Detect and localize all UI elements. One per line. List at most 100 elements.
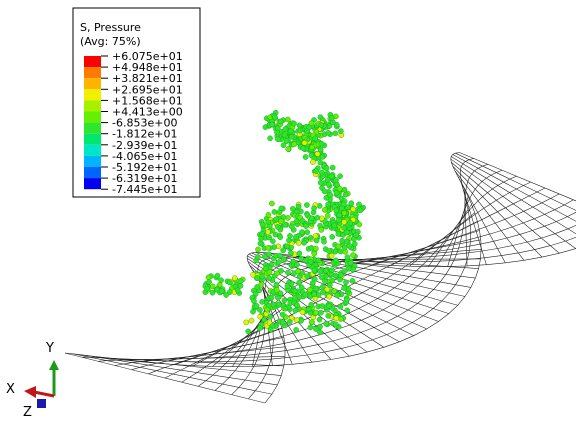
legend-swatch xyxy=(84,122,101,134)
pressure-point xyxy=(274,224,281,230)
mesh-line xyxy=(297,255,476,279)
pressure-point xyxy=(278,205,285,212)
legend-label: +4.413e+00 xyxy=(112,106,183,119)
pressure-point xyxy=(294,302,300,308)
mesh-line xyxy=(459,152,576,202)
pressure-point xyxy=(344,204,351,211)
pressure-point xyxy=(266,251,272,258)
pressure-point xyxy=(326,282,333,288)
pressure-point xyxy=(250,271,256,278)
pressure-point xyxy=(311,250,318,257)
pressure-point xyxy=(296,122,303,129)
pressure-point xyxy=(344,254,351,261)
pressure-point xyxy=(325,201,331,208)
pressure-point xyxy=(314,151,321,157)
pressure-point xyxy=(256,325,263,332)
pressure-point xyxy=(273,287,280,293)
pressure-point xyxy=(280,142,287,148)
pressure-point xyxy=(347,220,354,226)
pressure-point xyxy=(312,245,319,252)
mesh-line xyxy=(409,212,475,267)
legend-swatch xyxy=(84,133,101,145)
mesh-line xyxy=(251,252,427,330)
pressure-point xyxy=(304,202,310,208)
pressure-point xyxy=(311,267,318,274)
legend-label: +3.821e+01 xyxy=(112,72,183,85)
pressure-point xyxy=(270,238,276,244)
mesh-line xyxy=(73,353,272,395)
mesh-line xyxy=(450,158,576,249)
pressure-point xyxy=(253,303,260,309)
pressure-point xyxy=(273,281,280,288)
mesh-line xyxy=(84,354,278,386)
pressure-point xyxy=(344,296,350,303)
pressure-point xyxy=(275,294,281,301)
pressure-point xyxy=(313,168,320,174)
mesh-line xyxy=(457,176,506,263)
pressure-point xyxy=(261,317,268,323)
pressure-point xyxy=(214,286,220,293)
pressure-point xyxy=(329,164,336,171)
pressure-point xyxy=(317,268,324,275)
pressure-point xyxy=(310,159,316,165)
pressure-point xyxy=(226,289,233,295)
pressure-point xyxy=(258,236,264,242)
pressure-point xyxy=(332,272,339,279)
pressure-point xyxy=(204,285,210,292)
pressure-point xyxy=(313,237,320,244)
pressure-point xyxy=(356,201,362,208)
pressure-point xyxy=(257,307,263,313)
legend-swatch xyxy=(84,89,101,101)
pressure-point xyxy=(351,241,358,247)
pressure-point xyxy=(296,279,303,286)
pressure-point xyxy=(272,231,279,238)
pressure-point xyxy=(301,239,307,246)
pressure-point xyxy=(296,250,303,257)
pressure-point xyxy=(223,292,229,298)
x-arrowhead xyxy=(24,386,36,398)
mesh-line xyxy=(454,170,525,261)
pressure-point xyxy=(333,177,339,183)
legend-label: -5.192e+01 xyxy=(112,161,177,174)
legend-label: -7.445e+01 xyxy=(112,183,177,196)
pressure-point xyxy=(277,290,284,297)
pressure-point xyxy=(326,293,333,300)
pressure-point xyxy=(312,233,319,239)
pressure-point xyxy=(288,223,295,230)
pressure-point xyxy=(331,288,338,294)
legend-label: -4.065e+01 xyxy=(112,150,177,163)
legend-label: +4.948e+01 xyxy=(112,61,183,74)
pressure-point xyxy=(324,286,331,293)
pressure-point xyxy=(248,317,255,324)
pressure-point xyxy=(315,257,322,264)
pressure-point xyxy=(293,327,299,333)
pressure-point xyxy=(298,255,305,262)
pressure-point xyxy=(326,248,332,254)
pressure-point xyxy=(218,277,224,284)
pressure-point xyxy=(294,268,301,275)
y-label: Y xyxy=(45,341,54,356)
pressure-point xyxy=(341,268,348,274)
pressure-point xyxy=(346,242,353,249)
pressure-point xyxy=(321,207,328,213)
pressure-point xyxy=(334,292,341,299)
legend-swatch xyxy=(84,144,101,156)
pressure-point xyxy=(278,218,284,225)
pressure-point xyxy=(250,308,256,315)
legend-swatch xyxy=(84,67,101,79)
pressure-point xyxy=(353,232,360,238)
legend-swatch xyxy=(84,167,101,179)
pressure-point xyxy=(286,237,292,244)
pressure-point xyxy=(270,301,277,308)
pressure-point xyxy=(348,200,355,206)
pressure-point xyxy=(259,221,266,228)
pressure-point xyxy=(319,303,326,309)
pressure-point xyxy=(302,291,309,298)
legend-label: -6.853e+00 xyxy=(112,117,177,130)
z-label: Z xyxy=(23,405,32,420)
pressure-point xyxy=(263,265,269,272)
pressure-point xyxy=(269,121,276,128)
pressure-point xyxy=(323,267,329,274)
mesh-line xyxy=(174,327,282,365)
pressure-point xyxy=(317,146,324,153)
